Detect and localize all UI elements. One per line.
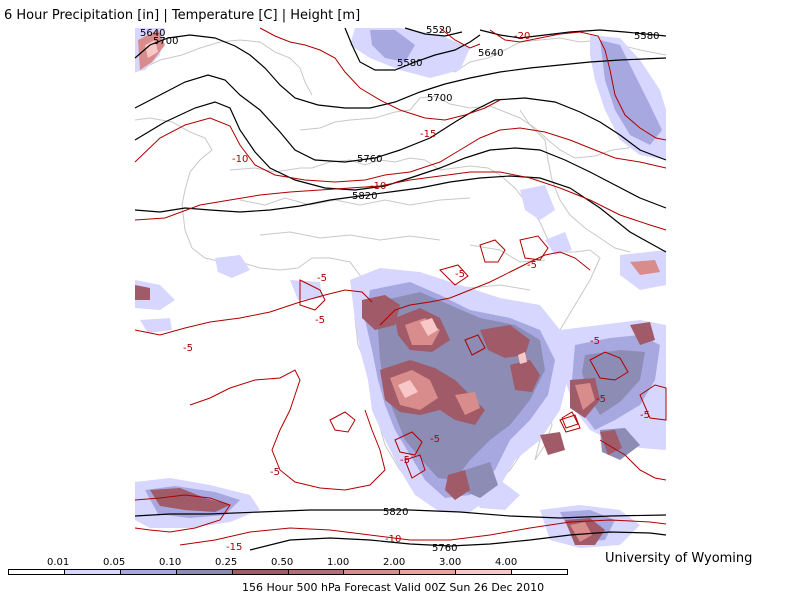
legend-label: 0.25 [215, 557, 238, 568]
legend-label: 0.01 [47, 557, 70, 568]
contour-5520 [404, 27, 463, 37]
height-label: 5760 [432, 543, 457, 554]
height-labels: 5640 5700 5520 5640 5580 5580 5700 5760 … [140, 25, 659, 554]
legend-swatch [9, 570, 65, 574]
precip-legend-bar [8, 569, 568, 575]
legend-swatch [64, 570, 121, 574]
height-label: 5580 [634, 31, 659, 42]
forecast-caption: 156 Hour 500 hPa Forecast Valid 00Z Sun … [242, 581, 545, 594]
legend-swatch [176, 570, 233, 574]
contour-5640-nw [134, 34, 667, 109]
legend-swatch [232, 570, 289, 574]
contour-5820-south [134, 509, 667, 519]
height-label: 5820 [352, 191, 377, 202]
height-label: 5640 [140, 28, 165, 39]
legend-swatch [288, 570, 345, 574]
temperature-label: -15 [420, 129, 436, 140]
temperature-label: -5 [430, 434, 440, 445]
height-label: 5820 [383, 507, 408, 518]
legend-label: 3.00 [439, 557, 462, 568]
temperature-label: -5 [317, 273, 327, 284]
height-label: 5640 [478, 48, 503, 59]
temperature-label: -5 [590, 336, 600, 347]
temperature-label: -5 [640, 410, 650, 421]
temperature-label: -5 [315, 315, 325, 326]
height-label: 5760 [357, 154, 382, 165]
credit-label: University of Wyoming [605, 551, 753, 566]
temperature-label: -20 [514, 31, 530, 42]
temperature-label: -5 [183, 343, 193, 354]
height-contours [134, 27, 667, 551]
contour-5700 [134, 74, 667, 163]
legend-label: 0.05 [103, 557, 126, 568]
legend-swatch [400, 570, 457, 574]
legend-label: 1.00 [327, 557, 350, 568]
temperature-label: -5 [527, 260, 537, 271]
legend-label: 4.00 [495, 557, 518, 568]
legend-swatch [456, 570, 513, 574]
legend-swatch [512, 570, 568, 574]
temperature-label: -10 [370, 181, 386, 192]
contour-5640-ne [479, 29, 667, 39]
height-label: 5700 [427, 93, 452, 104]
temperature-label: -5 [596, 394, 606, 405]
temperature-labels: -20 -15 -10 -10 -5 -5 -5 -5 -5 -5 -5 -5 … [183, 31, 650, 553]
map-title: 6 Hour Precipitation [in] | Temperature … [4, 8, 361, 23]
height-label: 5580 [397, 58, 422, 69]
temperature-label: -10 [385, 534, 401, 545]
temperature-label: -5 [270, 467, 280, 478]
height-label: 5700 [153, 36, 178, 47]
temperature-contours [134, 27, 667, 546]
temperature-label: -15 [226, 542, 242, 553]
temperature-label: -10 [232, 154, 248, 165]
temperature-label: -5 [400, 455, 410, 466]
legend-swatch [120, 570, 177, 574]
contour-5760 [134, 101, 667, 209]
temperature-label: -5 [455, 269, 465, 280]
contour-5760-south [249, 531, 667, 551]
legend-label: 0.10 [159, 557, 182, 568]
contour-5580-top [344, 27, 481, 71]
legend-swatch [344, 570, 401, 574]
legend-label: 0.50 [271, 557, 294, 568]
legend-label: 2.00 [383, 557, 406, 568]
contour-5820 [134, 175, 667, 253]
height-label: 5520 [426, 25, 451, 36]
